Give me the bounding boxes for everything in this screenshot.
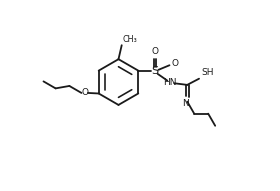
Text: CH₃: CH₃ bbox=[122, 35, 137, 45]
Text: O: O bbox=[81, 88, 88, 97]
Text: O: O bbox=[172, 59, 179, 68]
Text: O: O bbox=[151, 47, 158, 56]
Text: HN: HN bbox=[163, 78, 177, 87]
Text: SH: SH bbox=[202, 68, 214, 77]
Text: N: N bbox=[182, 99, 188, 108]
Text: S: S bbox=[151, 66, 158, 76]
